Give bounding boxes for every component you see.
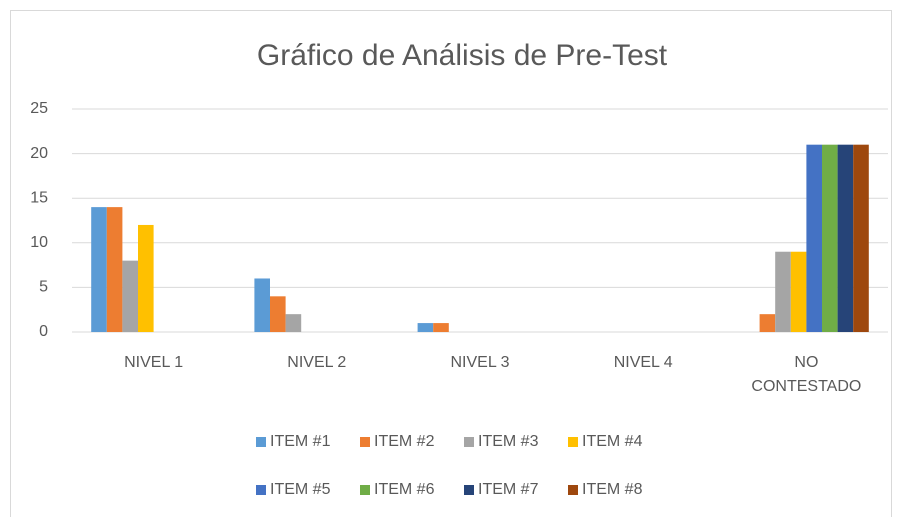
x-tick-label: NIVEL 2 <box>287 354 347 371</box>
chart-title: Gráfico de Análisis de Pre-Test <box>257 39 668 72</box>
x-tick-label: NIVEL 1 <box>124 354 184 371</box>
chart-frame <box>10 10 892 517</box>
legend-swatch <box>464 485 474 495</box>
bar <box>433 323 449 332</box>
x-tick-label: NIVEL 3 <box>450 354 510 371</box>
bar <box>417 323 434 332</box>
bar <box>837 144 854 332</box>
legend-label: ITEM #1 <box>270 433 331 450</box>
legend-swatch <box>256 437 266 447</box>
legend-label: ITEM #7 <box>478 481 539 498</box>
legend-label: ITEM #8 <box>582 481 643 498</box>
x-tick-label: NIVEL 4 <box>613 354 673 371</box>
legend-label: ITEM #6 <box>374 481 435 498</box>
bar <box>106 207 123 332</box>
legend-swatch <box>464 437 474 447</box>
y-tick-label: 20 <box>30 145 48 162</box>
bar <box>138 224 154 332</box>
y-tick-label: 15 <box>30 189 48 206</box>
bar <box>822 144 838 332</box>
bar <box>790 251 807 332</box>
x-tick-label: NO CONTESTADO <box>751 354 862 395</box>
legend-swatch <box>568 485 578 495</box>
bar <box>91 207 107 332</box>
legend-swatch <box>256 485 266 495</box>
legend-label: ITEM #3 <box>478 433 539 450</box>
bar <box>775 251 791 332</box>
y-tick-label: 0 <box>39 323 48 340</box>
bar <box>285 314 302 332</box>
bar <box>806 144 822 332</box>
bar <box>254 278 270 332</box>
legend-swatch <box>360 485 370 495</box>
legend-swatch <box>568 437 578 447</box>
bar <box>122 260 138 332</box>
y-tick-label: 25 <box>30 100 48 117</box>
bar <box>759 314 776 332</box>
legend-label: ITEM #5 <box>270 481 331 498</box>
bar <box>270 296 286 332</box>
y-tick-label: 10 <box>30 234 48 251</box>
y-tick-label: 5 <box>39 279 48 296</box>
legend-swatch <box>360 437 370 447</box>
bar <box>853 144 869 332</box>
legend-label: ITEM #2 <box>374 433 435 450</box>
legend-label: ITEM #4 <box>582 433 643 450</box>
